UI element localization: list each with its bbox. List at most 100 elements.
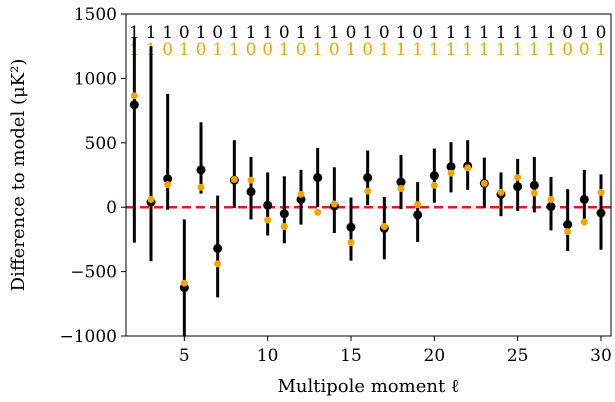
plot-frame [125, 13, 612, 337]
y-tick-label: 1500 [74, 5, 117, 25]
orange-point [380, 223, 388, 231]
orange-point [330, 200, 338, 208]
orange-point [180, 279, 188, 287]
orange-marker-digit: 0 [362, 40, 373, 60]
black-marker-digit: 1 [496, 23, 507, 43]
black-marker-digit: 1 [129, 23, 140, 43]
orange-marker-digit: 0 [562, 40, 573, 60]
orange-point [197, 183, 205, 191]
orange-point [364, 187, 372, 195]
black-marker-digit: 0 [379, 23, 390, 43]
y-tick-label: 1000 [74, 69, 117, 89]
orange-point [230, 176, 238, 184]
black-marker-digit: 1 [429, 23, 440, 43]
orange-marker-digit: 1 [312, 40, 323, 60]
black-marker-digit: 0 [596, 23, 607, 43]
black-point [313, 173, 323, 183]
black-point [129, 100, 139, 110]
black-marker-digit: 0 [562, 23, 573, 43]
orange-marker-digit: 1 [346, 40, 357, 60]
black-marker-digit: 1 [512, 23, 523, 43]
x-tick-label: 30 [590, 346, 612, 366]
orange-point [264, 216, 272, 224]
black-point [513, 182, 523, 192]
black-point [396, 177, 406, 187]
x-axis-label: Multipole moment ℓ [277, 376, 459, 397]
x-tick-label: 20 [424, 346, 446, 366]
black-marker-digit: 1 [529, 23, 540, 43]
black-marker-digit: 1 [246, 23, 257, 43]
orange-point [447, 169, 455, 177]
black-marker-digit: 1 [479, 23, 490, 43]
orange-point [497, 188, 505, 196]
black-point [163, 174, 173, 184]
black-marker-digit: 0 [346, 23, 357, 43]
black-point [413, 210, 423, 220]
error-bars [132, 37, 603, 337]
black-marker-digit: 1 [462, 23, 473, 43]
orange-marker-digit: 0 [329, 40, 340, 60]
black-point [563, 220, 573, 230]
black-marker-digit: 0 [179, 23, 190, 43]
orange-point [314, 208, 322, 216]
orange-point [530, 189, 538, 197]
black-point [296, 194, 306, 204]
orange-point [164, 181, 172, 189]
y-tick-label: −1000 [59, 327, 117, 347]
orange-point [480, 179, 488, 187]
black-marker-digit: 1 [296, 23, 307, 43]
black-marker-digit: 1 [546, 23, 557, 43]
x-tick-label: 25 [507, 346, 529, 366]
y-tick-label: 0 [106, 198, 117, 218]
black-marker-digit: 1 [579, 23, 590, 43]
black-marker-digit: 1 [396, 23, 407, 43]
marker-rows: 1110101110111010101111111101011010110010… [129, 23, 606, 60]
orange-marker-digit: 1 [446, 40, 457, 60]
black-point [546, 202, 556, 212]
orange-point [297, 190, 305, 198]
black-point [196, 165, 206, 175]
orange-marker-digit: 0 [196, 40, 207, 60]
orange-point [547, 195, 555, 203]
orange-marker-digit: 1 [479, 40, 490, 60]
orange-marker-digit: 1 [462, 40, 473, 60]
orange-point [564, 228, 572, 236]
orange-marker-digit: 1 [179, 40, 190, 60]
y-axis-label: Difference to model (μK²) [8, 59, 29, 292]
orange-marker-digit: 1 [229, 40, 240, 60]
black-marker-digit: 1 [196, 23, 207, 43]
orange-marker-digit: 0 [246, 40, 257, 60]
orange-point [130, 92, 138, 100]
orange-point [430, 181, 438, 189]
black-marker-digit: 1 [362, 23, 373, 43]
black-marker-digit: 1 [329, 23, 340, 43]
orange-marker-digit: 1 [529, 40, 540, 60]
orange-point [147, 195, 155, 203]
orange-marker-digit: 0 [262, 40, 273, 60]
black-point [596, 208, 606, 218]
black-marker-digit: 0 [279, 23, 290, 43]
orange-marker-digit: 1 [379, 40, 390, 60]
x-tick-label: 10 [257, 346, 279, 366]
black-marker-digit: 1 [162, 23, 173, 43]
orange-marker-digit: 0 [579, 40, 590, 60]
black-marker-digit: 1 [446, 23, 457, 43]
black-point [579, 194, 589, 204]
black-point [279, 209, 289, 219]
orange-point [414, 201, 422, 209]
black-marker-digit: 1 [262, 23, 273, 43]
black-point [529, 180, 539, 190]
orange-marker-digit: 1 [496, 40, 507, 60]
orange-marker-digit: 1 [279, 40, 290, 60]
orange-marker-digit: 1 [212, 40, 223, 60]
x-tick-label: 15 [340, 346, 362, 366]
orange-marker-digit: 0 [296, 40, 307, 60]
orange-point [514, 174, 522, 182]
black-marker-digit: 1 [146, 23, 157, 43]
orange-point [580, 218, 588, 226]
black-point [263, 200, 273, 210]
orange-point [397, 185, 405, 193]
x-tick-label: 5 [179, 346, 190, 366]
